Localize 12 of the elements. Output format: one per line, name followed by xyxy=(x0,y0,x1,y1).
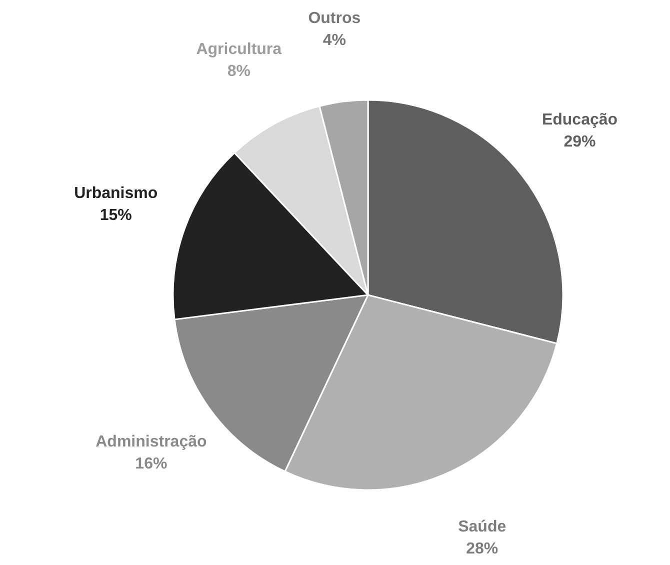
data-label: 28% xyxy=(466,540,498,558)
data-label: 16% xyxy=(135,456,168,473)
slice-label: Agricultura xyxy=(196,41,282,58)
slice-label: Educação xyxy=(542,112,618,129)
slice-label: Administração xyxy=(96,434,207,451)
slice-label: Saúde xyxy=(458,518,506,536)
data-label: 29% xyxy=(564,134,596,151)
data-label: 15% xyxy=(100,207,132,224)
data-label: 8% xyxy=(227,63,250,80)
slice-label: Urbanismo xyxy=(74,185,158,202)
slice-label: Outros xyxy=(308,10,361,28)
data-label: 4% xyxy=(322,32,346,50)
